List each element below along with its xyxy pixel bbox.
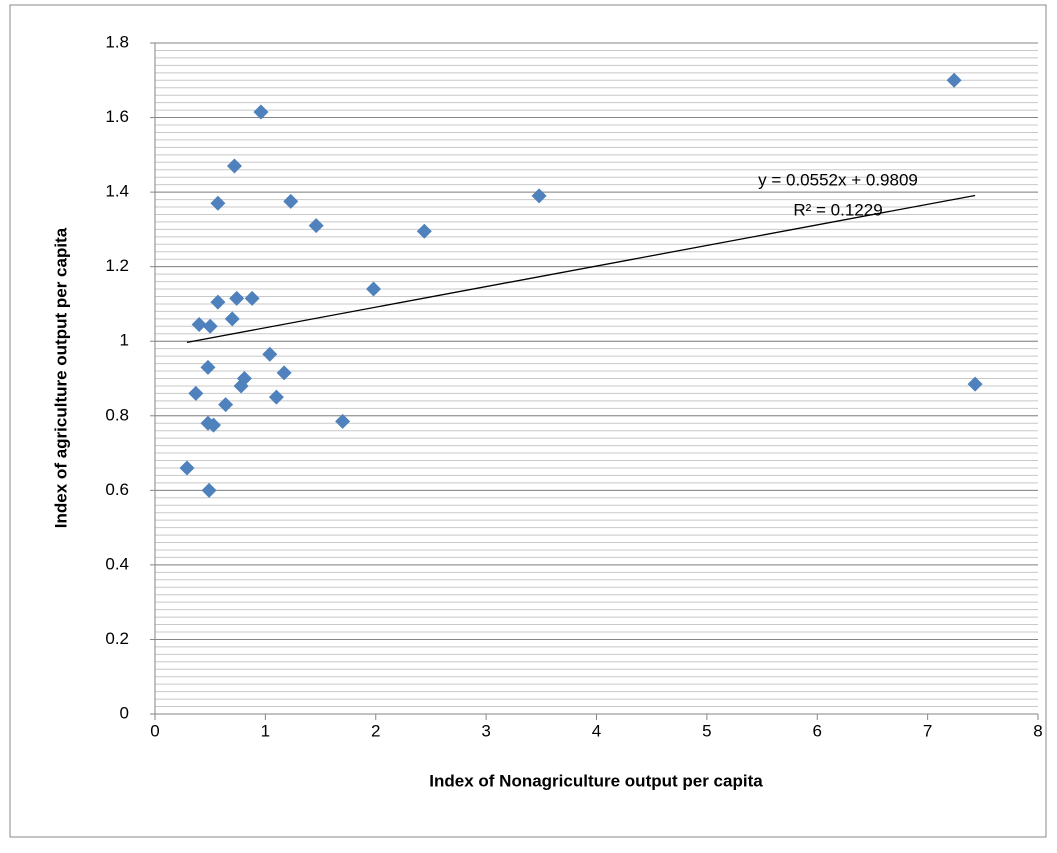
x-tick-label: 1: [261, 721, 270, 740]
y-tick-label: 0.4: [105, 554, 129, 573]
x-tick-label: 4: [592, 721, 601, 740]
point: [205, 417, 221, 433]
point: [201, 482, 217, 498]
point: [253, 104, 269, 120]
trendline: [186, 194, 976, 344]
point: [366, 281, 382, 297]
point: [218, 397, 234, 413]
point: [416, 223, 432, 239]
point: [229, 290, 245, 306]
point: [335, 413, 351, 429]
x-tick-label: 6: [813, 721, 822, 740]
point: [276, 365, 292, 381]
x-tick-label: 3: [481, 721, 490, 740]
y-tick-label: 0.2: [105, 629, 129, 648]
y-tick-label: 1.4: [105, 182, 129, 201]
point: [188, 385, 204, 401]
y-tick-label: 0: [120, 703, 129, 722]
x-tick-label: 5: [702, 721, 711, 740]
y-tick-label: 0.6: [105, 480, 129, 499]
point: [210, 195, 226, 211]
point: [210, 294, 226, 310]
point: [268, 389, 284, 405]
point: [224, 311, 240, 327]
x-tick-label: 8: [1033, 721, 1042, 740]
x-tick-label: 7: [923, 721, 932, 740]
trendline-equation: y = 0.0552x + 0.9809: [758, 170, 918, 189]
point: [236, 371, 252, 386]
point: [308, 218, 324, 234]
point: [946, 72, 962, 88]
point: [179, 460, 195, 476]
y-axis-title: Index of agriculture output per capita: [51, 227, 70, 528]
chart-border: [9, 4, 1047, 838]
y-tick-label: 1.2: [105, 256, 129, 275]
point: [200, 359, 216, 375]
y-tick-label: 1.6: [105, 107, 129, 126]
point: [262, 346, 278, 362]
x-axis-title: Index of Nonagriculture output per capit…: [429, 771, 763, 790]
point: [202, 318, 218, 334]
point: [244, 290, 260, 306]
point: [967, 376, 983, 392]
point: [191, 316, 207, 332]
y-tick-label: 1.8: [105, 32, 129, 51]
trendline-r2: R² = 0.1229: [793, 200, 882, 219]
point: [283, 193, 299, 209]
x-tick-label: 0: [150, 721, 159, 740]
point: [531, 188, 547, 204]
y-tick-label: 1: [120, 331, 129, 350]
y-tick-label: 0.8: [105, 405, 129, 424]
point: [226, 158, 242, 174]
x-tick-label: 2: [371, 721, 380, 740]
